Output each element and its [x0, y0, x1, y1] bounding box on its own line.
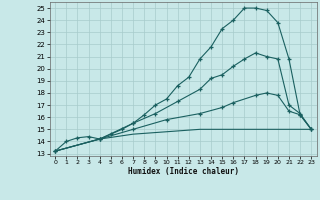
X-axis label: Humidex (Indice chaleur): Humidex (Indice chaleur): [128, 167, 239, 176]
